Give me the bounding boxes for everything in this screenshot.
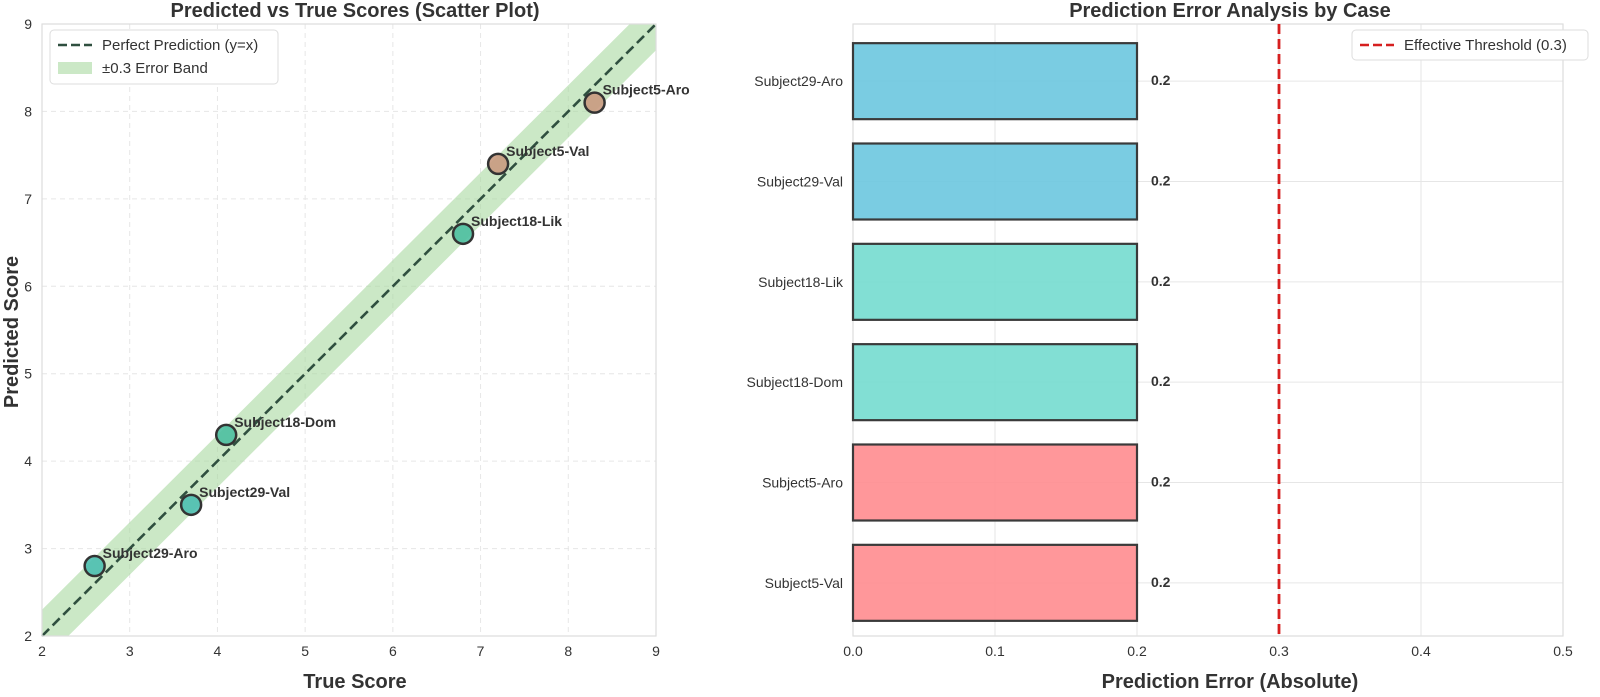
bar-x-tick-label: 0.4 (1411, 643, 1431, 659)
scatter-point-label: Subject29-Aro (103, 545, 198, 561)
scatter-panel: Predicted vs True Scores (Scatter Plot) … (1, 0, 690, 693)
bar-x-tick-label: 0.5 (1553, 643, 1573, 659)
scatter-point-label: Subject29-Val (199, 484, 290, 500)
bar-value-label: 0.2 (1151, 474, 1171, 490)
bar-value-label: 0.2 (1151, 173, 1171, 189)
bar-category-label: Subject5-Aro (762, 475, 843, 491)
bar-bars: Subject29-Aro 0.2 Subject29-Val 0.2 Subject1… (747, 42, 1171, 622)
scatter-point-label: Subject5-Val (506, 143, 589, 159)
bar-category-label: Subject18-Lik (758, 274, 844, 290)
scatter-y-tick-label: 2 (24, 628, 32, 644)
scatter-x-tick-label: 4 (214, 643, 222, 659)
bar-category-label: Subject5-Val (765, 575, 843, 591)
scatter-x-tick-label: 7 (477, 643, 485, 659)
bar-category-label: Subject29-Val (757, 174, 843, 190)
bar-category-label: Subject18-Dom (747, 374, 844, 390)
scatter-y-tick-label: 7 (24, 191, 32, 207)
scatter-point (179, 493, 203, 517)
scatter-legend-box (49, 29, 279, 85)
scatter-point-label: Subject5-Aro (603, 82, 690, 98)
bar-category-label: Subject29-Aro (754, 73, 843, 89)
bar-legend-box (1351, 29, 1589, 61)
bar (851, 142, 1139, 221)
legend-error-band-label: ±0.3 Error Band (102, 60, 208, 77)
scatter-frame (41, 23, 657, 637)
scatter-y-label: Predicted Score (1, 256, 23, 408)
scatter-y-tick-label: 3 (24, 541, 32, 557)
bar-x-label: Prediction Error (Absolute) (1102, 671, 1359, 693)
scatter-points: Subject29-Aro Subject29-Val Subject18-Dom S… (83, 82, 690, 578)
scatter-x-tick-label: 9 (652, 643, 660, 659)
bar-panel: Prediction Error Analysis by Case Subjec… (747, 0, 1589, 693)
legend-identity-line-label: Perfect Prediction (y=x) (102, 37, 258, 54)
scatter-x-tick-label: 6 (389, 643, 397, 659)
legend-threshold-label: Effective Threshold (0.3) (1404, 37, 1567, 54)
bar-value-label: 0.2 (1151, 373, 1171, 389)
scatter-point (486, 152, 510, 176)
bar-x-ticks: 0.0 0.1 0.2 0.3 0.4 0.5 (843, 643, 1573, 659)
scatter-x-tick-label: 8 (564, 643, 572, 659)
scatter-x-ticks: 2 3 4 5 6 7 8 9 (38, 643, 660, 659)
scatter-point (451, 222, 475, 246)
bar-title: Prediction Error Analysis by Case (1069, 0, 1391, 22)
scatter-y-tick-label: 4 (24, 453, 32, 469)
bar (851, 543, 1139, 622)
bar-legend: Effective Threshold (0.3) (1351, 29, 1589, 61)
scatter-legend: Perfect Prediction (y=x) ±0.3 Error Band (49, 29, 279, 85)
bar-x-tick-label: 0.3 (1269, 643, 1289, 659)
bar (851, 343, 1139, 422)
scatter-point (583, 91, 606, 114)
bar-frame (852, 23, 1564, 637)
scatter-point-label: Subject18-Dom (234, 414, 336, 430)
bar (851, 242, 1139, 321)
scatter-y-tick-label: 9 (24, 16, 32, 32)
bar (851, 42, 1139, 121)
scatter-y-tick-label: 5 (24, 366, 32, 382)
scatter-x-tick-label: 5 (301, 643, 309, 659)
scatter-x-label: True Score (303, 671, 406, 693)
scatter-identity-line-group (41, 23, 657, 637)
scatter-y-ticks: 2 3 4 5 6 7 8 9 (24, 16, 32, 644)
bar-value-label: 0.2 (1151, 574, 1171, 590)
bar-value-label: 0.2 (1151, 72, 1171, 88)
bar-value-label: 0.2 (1151, 273, 1171, 289)
bar-x-tick-label: 0.2 (1127, 643, 1147, 659)
scatter-point (214, 423, 238, 447)
scatter-y-tick-label: 6 (24, 278, 32, 294)
scatter-point (83, 554, 106, 578)
scatter-x-tick-label: 3 (126, 643, 134, 659)
scatter-point-label: Subject18-Lik (471, 213, 562, 229)
scatter-y-tick-label: 8 (24, 103, 32, 119)
bar-x-tick-label: 0.1 (985, 643, 1005, 659)
bar (851, 443, 1139, 522)
bar-x-tick-label: 0.0 (843, 643, 863, 659)
scatter-x-tick-label: 2 (38, 643, 46, 659)
legend-error-band-swatch (58, 62, 92, 74)
scatter-title: Predicted vs True Scores (Scatter Plot) (170, 0, 539, 22)
scatter-identity-line (41, 23, 657, 637)
